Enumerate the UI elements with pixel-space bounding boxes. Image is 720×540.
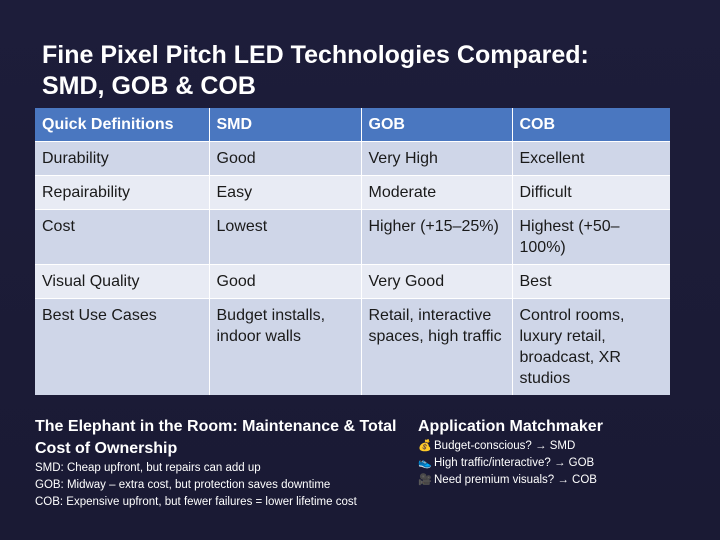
table-cell: Retail, interactive spaces, high traffic [361, 298, 513, 395]
table-header-cell: SMD [209, 108, 362, 142]
table-cell: Durability [35, 141, 210, 176]
table-cell: Highest (+50–100%) [512, 209, 670, 265]
table-row: Repairability Easy Moderate Difficult [35, 175, 670, 210]
table-cell: Budget installs, indoor walls [209, 298, 362, 395]
table-cell: Best [512, 264, 670, 299]
table-header-cell: GOB [361, 108, 513, 142]
maintenance-section: The Elephant in the Room: Maintenance & … [35, 416, 405, 511]
table-cell: Best Use Cases [35, 298, 210, 395]
matchmaker-section: Application Matchmaker 💰 Budget-conscious… [418, 416, 708, 489]
table-cell: Cost [35, 209, 210, 265]
table-cell: Easy [209, 175, 362, 210]
film-camera-icon: 🎥 [418, 474, 432, 486]
maintenance-line: GOB: Midway – extra cost, but protection… [35, 479, 331, 491]
matchmaker-item: 👟 High traffic/interactive? → GOB [418, 455, 708, 472]
table-header-cell: COB [512, 108, 670, 142]
table-row: Durability Good Very High Excellent [35, 141, 670, 176]
table-row: Visual Quality Good Very Good Best [35, 264, 670, 299]
sneaker-icon: 👟 [418, 457, 432, 469]
matchmaker-item-text: High traffic/interactive? → GOB [434, 457, 595, 469]
table-cell: Very Good [361, 264, 513, 299]
matchmaker-item-text: Need premium visuals? → COB [434, 474, 597, 486]
maintenance-line: SMD: Cheap upfront, but repairs can add … [35, 462, 261, 474]
table-header-cell: Quick Definitions [35, 108, 210, 142]
comparison-table: Quick Definitions SMD GOB COB Durability… [35, 108, 670, 395]
table-row: Best Use Cases Budget installs, indoor w… [35, 298, 670, 395]
table-cell: Very High [361, 141, 513, 176]
maintenance-line: COB: Expensive upfront, but fewer failur… [35, 496, 357, 508]
table-cell: Moderate [361, 175, 513, 210]
table-cell: Good [209, 141, 362, 176]
table-cell: Repairability [35, 175, 210, 210]
money-bag-icon: 💰 [418, 440, 432, 452]
table-cell: Good [209, 264, 362, 299]
slide-title-line-2: SMD, GOB & COB [42, 72, 256, 100]
table-cell: Higher (+15–25%) [361, 209, 513, 265]
slide-title: Fine Pixel Pitch LED Technologies Compar… [42, 40, 682, 102]
table-cell: Visual Quality [35, 264, 210, 299]
table-header-row: Quick Definitions SMD GOB COB [35, 108, 670, 142]
matchmaker-heading: Application Matchmaker [418, 418, 603, 435]
matchmaker-item-text: Budget-conscious? → SMD [434, 440, 576, 452]
table-cell: Lowest [209, 209, 362, 265]
table-cell: Excellent [512, 141, 670, 176]
matchmaker-item: 🎥 Need premium visuals? → COB [418, 472, 708, 489]
table-cell: Control rooms, luxury retail, broadcast,… [512, 298, 670, 395]
slide-title-line-1: Fine Pixel Pitch LED Technologies Compar… [42, 41, 589, 69]
maintenance-heading: The Elephant in the Room: Maintenance & … [35, 418, 397, 457]
table-cell: Difficult [512, 175, 670, 210]
table-row: Cost Lowest Higher (+15–25%) Highest (+5… [35, 209, 670, 265]
matchmaker-item: 💰 Budget-conscious? → SMD [418, 438, 708, 455]
